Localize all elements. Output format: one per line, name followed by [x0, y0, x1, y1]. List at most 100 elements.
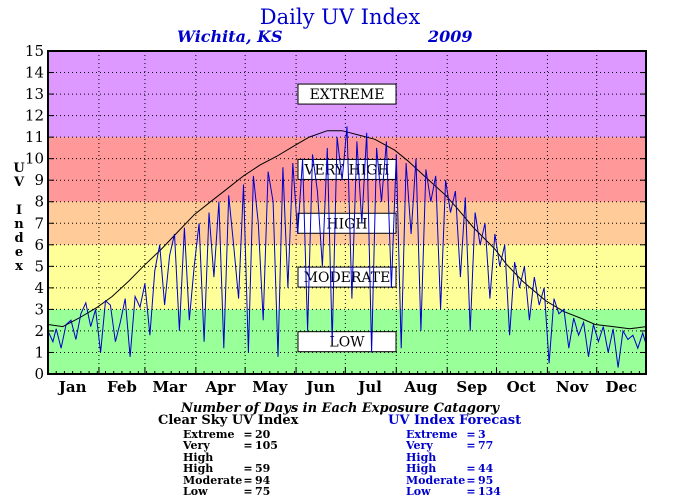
y-tick-label: 9 — [34, 171, 44, 189]
forecast-row: Extreme = 3 — [406, 427, 521, 441]
clear-sky-line — [47, 130, 647, 330]
forecast-count: 95 — [478, 473, 494, 487]
y-tick-label: 10 — [25, 150, 44, 168]
clear-sky-equals: = — [243, 485, 253, 498]
month-label: Aug — [403, 378, 438, 396]
band-label-high: HIGH — [297, 212, 397, 234]
y-axis-label-letter: I — [15, 203, 23, 218]
plot-frame — [47, 50, 647, 375]
forecast-equals: = — [466, 439, 476, 452]
y-tick-label: 5 — [34, 257, 44, 275]
forecast-equals: = — [466, 427, 476, 441]
month-label: Nov — [556, 378, 590, 396]
y-axis-label-letter: n — [14, 217, 24, 232]
forecast-category: Moderate — [406, 473, 466, 487]
clear-sky-equals: = — [243, 462, 253, 475]
clear-sky-row: High = 59 — [183, 463, 298, 475]
clear-sky-count: 59 — [255, 462, 271, 475]
band-label-text: VERY HIGH — [303, 162, 389, 178]
forecast-equals: = — [466, 473, 476, 487]
forecast-category: Low — [406, 485, 431, 498]
y-axis-label-letter: d — [14, 231, 24, 246]
clear-sky-row: Moderate = 94 — [183, 473, 298, 487]
forecast-count: 77 — [478, 439, 494, 452]
y-tick-label: 2 — [34, 322, 44, 340]
y-tick-label: 0 — [34, 365, 44, 383]
clear-sky-row: Very High = 105 — [183, 440, 298, 463]
location-label: Wichita, KS — [177, 27, 283, 46]
year-label: 2009 — [428, 27, 473, 46]
y-axis-label-letter: V — [13, 175, 25, 190]
band-label-text: LOW — [329, 335, 365, 351]
band-label-text: MODERATE — [304, 270, 391, 286]
clear-sky-title: Clear Sky UV Index — [158, 413, 299, 428]
band-label-text: EXTREME — [310, 87, 385, 103]
month-label: Feb — [107, 378, 137, 396]
y-tick-label: 11 — [25, 128, 44, 146]
y-tick-label: 3 — [34, 300, 44, 318]
y-axis-label-letter: x — [15, 259, 23, 274]
clear-sky-count: 20 — [255, 427, 271, 441]
month-label: May — [252, 378, 288, 396]
y-tick-label: 6 — [34, 236, 44, 254]
clear-sky-equals: = — [243, 439, 253, 452]
y-axis-label-letter: e — [14, 245, 24, 260]
clear-sky-row: Low = 75 — [183, 486, 298, 498]
y-tick-label: 4 — [34, 279, 44, 297]
forecast-row: Very High = 77 — [406, 440, 521, 463]
band-label-box — [297, 83, 397, 105]
clear-sky-equals: = — [243, 427, 253, 441]
y-tick-label: 13 — [25, 85, 44, 103]
y-tick-label: 7 — [34, 214, 44, 232]
clear-sky-count: 105 — [255, 439, 278, 452]
month-label: Jun — [304, 378, 335, 396]
band-label-moderate: MODERATE — [297, 266, 397, 288]
clear-sky-equals: = — [243, 473, 253, 487]
series-lines — [47, 126, 647, 368]
y-tick-label: 12 — [25, 107, 44, 125]
clear-sky-table: Clear Sky UV Index Extreme = 20 Very High = 1… — [158, 413, 299, 498]
clear-sky-count: 75 — [255, 485, 271, 498]
month-label: Jan — [57, 378, 87, 396]
y-axis-label: U V I n d e x — [12, 162, 26, 274]
band-label-box — [297, 266, 397, 288]
y-axis-label-letter: U — [13, 161, 25, 176]
forecast-equals: = — [466, 462, 476, 475]
forecast-row: Moderate = 95 — [406, 473, 521, 487]
chart-title: Daily UV Index — [259, 5, 421, 29]
forecast-count: 134 — [478, 485, 501, 498]
month-label: Dec — [606, 378, 638, 396]
clear-sky-category: Extreme — [183, 427, 235, 441]
forecast-category: Very High — [406, 439, 437, 464]
month-label: Apr — [204, 378, 236, 396]
forecast-table: UV Index Forecast Extreme = 3 Very High = 77 H… — [388, 413, 522, 498]
clear-sky-category: Low — [183, 485, 208, 498]
forecast-category: Extreme — [406, 427, 458, 441]
month-label: Jul — [356, 378, 382, 396]
forecast-title: UV Index Forecast — [388, 413, 522, 428]
band-label-low: LOW — [297, 331, 397, 353]
clear-sky-category: High — [183, 462, 214, 475]
band-label-extreme: EXTREME — [297, 83, 397, 105]
clear-sky-category: Very High — [183, 439, 214, 464]
clear-sky-row: Extreme = 20 — [183, 427, 298, 441]
month-label: Mar — [152, 378, 187, 396]
month-label: Sep — [456, 378, 487, 396]
y-tick-label: 15 — [25, 42, 44, 60]
clear-sky-category: Moderate — [183, 473, 243, 487]
clear-sky-count: 94 — [255, 473, 271, 487]
month-label: Oct — [507, 378, 536, 396]
forecast-count: 3 — [478, 427, 486, 441]
summary-caption: Number of Days in Each Exposure Catagory — [180, 401, 500, 416]
forecast-count: 44 — [478, 462, 494, 475]
y-tick-label: 8 — [34, 193, 44, 211]
y-tick-label: 1 — [34, 343, 44, 361]
forecast-row: Low = 134 — [406, 486, 521, 498]
forecast-line — [47, 126, 647, 368]
band-label-text: HIGH — [326, 216, 367, 232]
forecast-row: High = 44 — [406, 463, 521, 475]
forecast-category: High — [406, 462, 437, 475]
forecast-equals: = — [466, 485, 476, 498]
